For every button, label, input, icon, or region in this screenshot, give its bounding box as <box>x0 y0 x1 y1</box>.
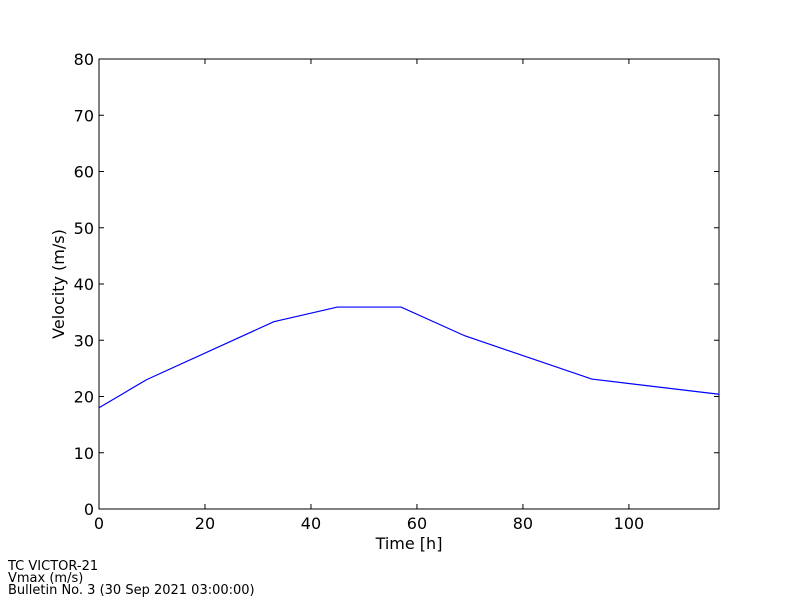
x-axis-label: Time [h] <box>375 534 443 553</box>
footnote: Vmax (m/s) <box>8 571 83 586</box>
y-tick-label: 80 <box>74 50 94 69</box>
x-tick-label: 60 <box>407 514 427 533</box>
x-tick-label: 80 <box>513 514 533 533</box>
y-tick-label: 60 <box>74 163 94 182</box>
plot-frame <box>98 58 720 510</box>
y-tick-label: 50 <box>74 219 94 238</box>
x-tick-label: 40 <box>301 514 321 533</box>
y-tick-label: 40 <box>74 275 94 294</box>
y-tick-label: 0 <box>84 500 94 519</box>
data-line <box>98 306 720 409</box>
y-axis-label: Velocity (m/s) <box>49 229 68 339</box>
y-tick-label: 10 <box>74 444 94 463</box>
y-tick-label: 20 <box>74 388 94 407</box>
x-tick-label: 20 <box>195 514 215 533</box>
x-tick-label: 100 <box>614 514 645 533</box>
x-tick-label: 0 <box>94 514 104 533</box>
y-tick-label: 30 <box>74 331 94 350</box>
footnote: TC VICTOR-21 <box>7 559 98 574</box>
footnote: Bulletin No. 3 (30 Sep 2021 03:00:00) <box>8 583 255 598</box>
y-tick-label: 70 <box>74 106 94 125</box>
